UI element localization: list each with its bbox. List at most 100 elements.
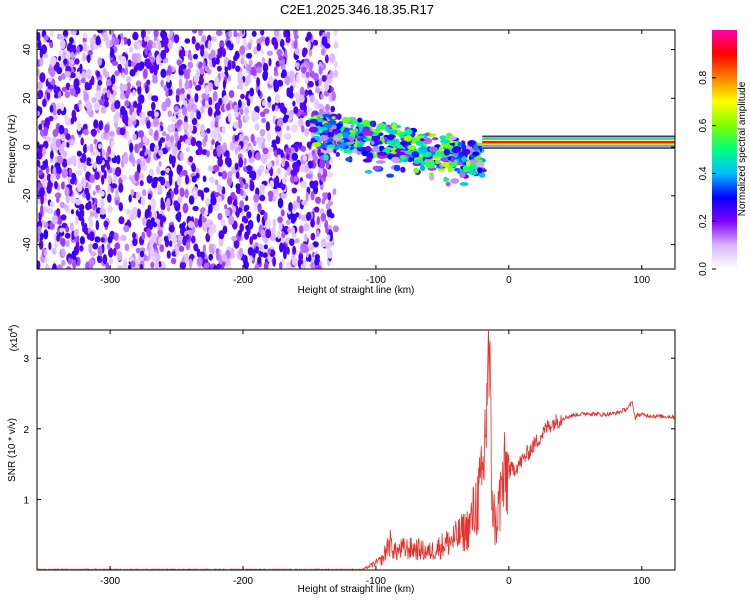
noise-blob	[329, 213, 335, 219]
noise-blob	[64, 70, 71, 78]
noise-blob	[255, 246, 259, 254]
noise-blob	[193, 73, 200, 83]
noise-blob	[61, 181, 65, 190]
noise-blob	[187, 102, 192, 113]
noise-blob	[85, 69, 92, 77]
noise-blob	[43, 206, 49, 213]
noise-blob	[159, 137, 166, 143]
noise-blob	[282, 158, 286, 165]
noise-blob	[142, 145, 146, 153]
noise-blob	[95, 220, 100, 231]
noise-blob	[256, 213, 261, 223]
noise-blob	[178, 245, 185, 252]
noise-blob	[235, 183, 241, 190]
noise-blob	[45, 136, 52, 143]
noise-blob	[292, 245, 297, 255]
spectrogram-ytick-label: 20	[22, 92, 33, 104]
noise-blob	[145, 85, 149, 94]
noise-blob	[225, 209, 231, 217]
noise-blob	[260, 153, 268, 164]
noise-blob	[62, 150, 68, 158]
noise-blob	[308, 243, 315, 251]
noise-blob	[184, 188, 189, 199]
noise-blob	[259, 128, 266, 137]
noise-blob	[200, 130, 206, 138]
noise-blob	[185, 241, 191, 251]
noise-blob	[271, 139, 277, 146]
noise-blob	[131, 157, 136, 167]
noise-blob	[298, 225, 304, 234]
transition-blob	[420, 161, 427, 165]
noise-blob	[264, 36, 270, 47]
transition-blob	[333, 130, 340, 135]
noise-blob	[76, 150, 82, 157]
noise-blob	[260, 229, 266, 239]
noise-blob	[293, 40, 298, 50]
noise-blob	[58, 48, 64, 57]
spectrogram-frame	[36, 29, 676, 270]
noise-blob	[51, 139, 56, 150]
noise-blob	[59, 227, 64, 233]
noise-blob	[228, 112, 232, 123]
noise-blob	[134, 171, 140, 182]
noise-blob	[114, 99, 121, 110]
noise-blob	[183, 72, 191, 80]
noise-blob	[60, 102, 65, 112]
noise-blob	[115, 199, 120, 206]
noise-blob	[202, 60, 206, 68]
noise-blob	[262, 62, 269, 73]
noise-blob	[333, 30, 338, 36]
noise-blob	[238, 77, 244, 86]
noise-blob	[43, 248, 47, 257]
noise-blob	[189, 110, 195, 120]
noise-blob	[231, 235, 238, 242]
noise-blob	[57, 155, 64, 165]
transition-blob	[468, 140, 473, 147]
noise-blob	[95, 36, 101, 46]
noise-blob	[150, 198, 157, 209]
noise-blob	[94, 102, 100, 111]
noise-blob	[88, 231, 95, 242]
noise-blob	[325, 203, 331, 210]
noise-blob	[249, 87, 255, 97]
snr-xtick-label: -100	[366, 576, 386, 587]
noise-blob	[182, 169, 188, 176]
noise-blob	[111, 36, 115, 45]
noise-blob	[214, 109, 221, 116]
noise-blob	[286, 125, 291, 131]
noise-blob	[182, 121, 189, 131]
noise-blob	[227, 171, 233, 178]
noise-blob	[272, 256, 276, 267]
noise-blob	[200, 190, 205, 201]
noise-blob	[82, 52, 86, 62]
noise-blob	[214, 179, 219, 186]
noise-blob	[281, 244, 287, 252]
noise-blob	[285, 36, 291, 44]
noise-blob	[151, 95, 158, 102]
noise-blob	[70, 51, 75, 60]
noise-blob	[54, 241, 58, 249]
noise-blob	[291, 152, 298, 161]
noise-blob	[74, 58, 80, 65]
noise-blob	[327, 249, 333, 259]
noise-blob	[213, 164, 220, 172]
noise-blob	[81, 177, 87, 188]
noise-blob	[89, 219, 93, 228]
transition-blob	[334, 123, 343, 130]
noise-blob	[40, 164, 47, 171]
noise-blob	[176, 212, 181, 223]
noise-blob	[167, 124, 174, 133]
transition-blob	[461, 155, 467, 163]
noise-blob	[51, 215, 58, 225]
noise-blob	[97, 246, 103, 257]
snr-series-line	[36, 329, 676, 571]
noise-blob	[130, 189, 135, 196]
noise-blob	[166, 74, 171, 83]
noise-blob	[65, 194, 71, 204]
noise-blob	[191, 163, 196, 173]
noise-blob	[240, 211, 245, 218]
noise-blob	[259, 194, 266, 202]
transition-blob	[356, 146, 366, 152]
transition-blob	[357, 117, 363, 123]
noise-blob	[70, 196, 77, 204]
